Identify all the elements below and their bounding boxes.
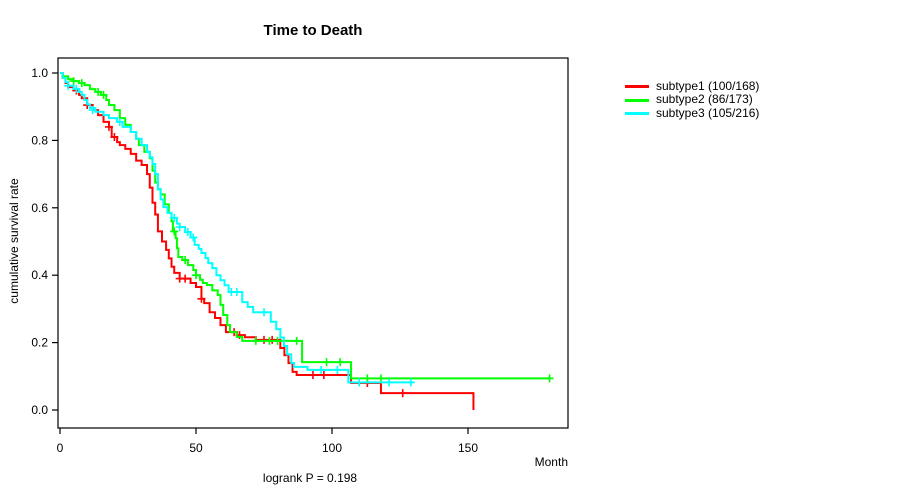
svg-text:0: 0 <box>57 441 64 455</box>
subtype2-label: subtype2 (86/173) <box>656 92 753 107</box>
svg-text:100: 100 <box>322 441 342 455</box>
subtype2-line-swatch <box>625 98 649 102</box>
logrank-pvalue: logrank P = 0.198 <box>262 471 358 485</box>
svg-text:0.4: 0.4 <box>31 268 48 282</box>
svg-text:0.6: 0.6 <box>31 201 48 215</box>
svg-text:0.0: 0.0 <box>31 403 48 417</box>
svg-text:50: 50 <box>189 441 203 455</box>
legend-item-subtype1: subtype1 (100/168) <box>625 79 760 93</box>
svg-text:1.0: 1.0 <box>31 66 48 80</box>
legend: subtype1 (100/168) subtype2 (86/173) sub… <box>625 79 760 120</box>
chart-title: Time to Death <box>263 22 363 39</box>
subtype3-label: subtype3 (105/216) <box>656 105 760 120</box>
svg-text:0.2: 0.2 <box>31 336 48 350</box>
svg-text:150: 150 <box>458 441 478 455</box>
legend-item-subtype2: subtype2 (86/173) <box>625 92 759 107</box>
svg-text:0.8: 0.8 <box>31 133 48 147</box>
subtype3-line-swatch <box>625 111 649 115</box>
subtype1-label: subtype1 (100/168) <box>656 79 760 93</box>
x-axis-label: Month <box>534 455 568 469</box>
subtype1-line-swatch <box>625 85 649 89</box>
legend-item-subtype3: subtype3 (105/216) <box>625 105 760 120</box>
